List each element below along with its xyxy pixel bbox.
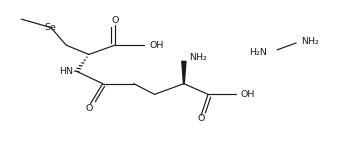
Text: OH: OH: [149, 41, 164, 50]
Text: OH: OH: [241, 90, 255, 99]
Text: Se: Se: [45, 23, 57, 32]
Polygon shape: [182, 61, 186, 84]
Text: NH₂: NH₂: [189, 53, 207, 62]
Text: H₂N: H₂N: [249, 48, 267, 57]
Text: O: O: [197, 115, 205, 124]
Text: O: O: [111, 16, 118, 25]
Text: O: O: [85, 104, 93, 113]
Text: NH₂: NH₂: [302, 37, 319, 46]
Text: HN: HN: [59, 67, 73, 76]
